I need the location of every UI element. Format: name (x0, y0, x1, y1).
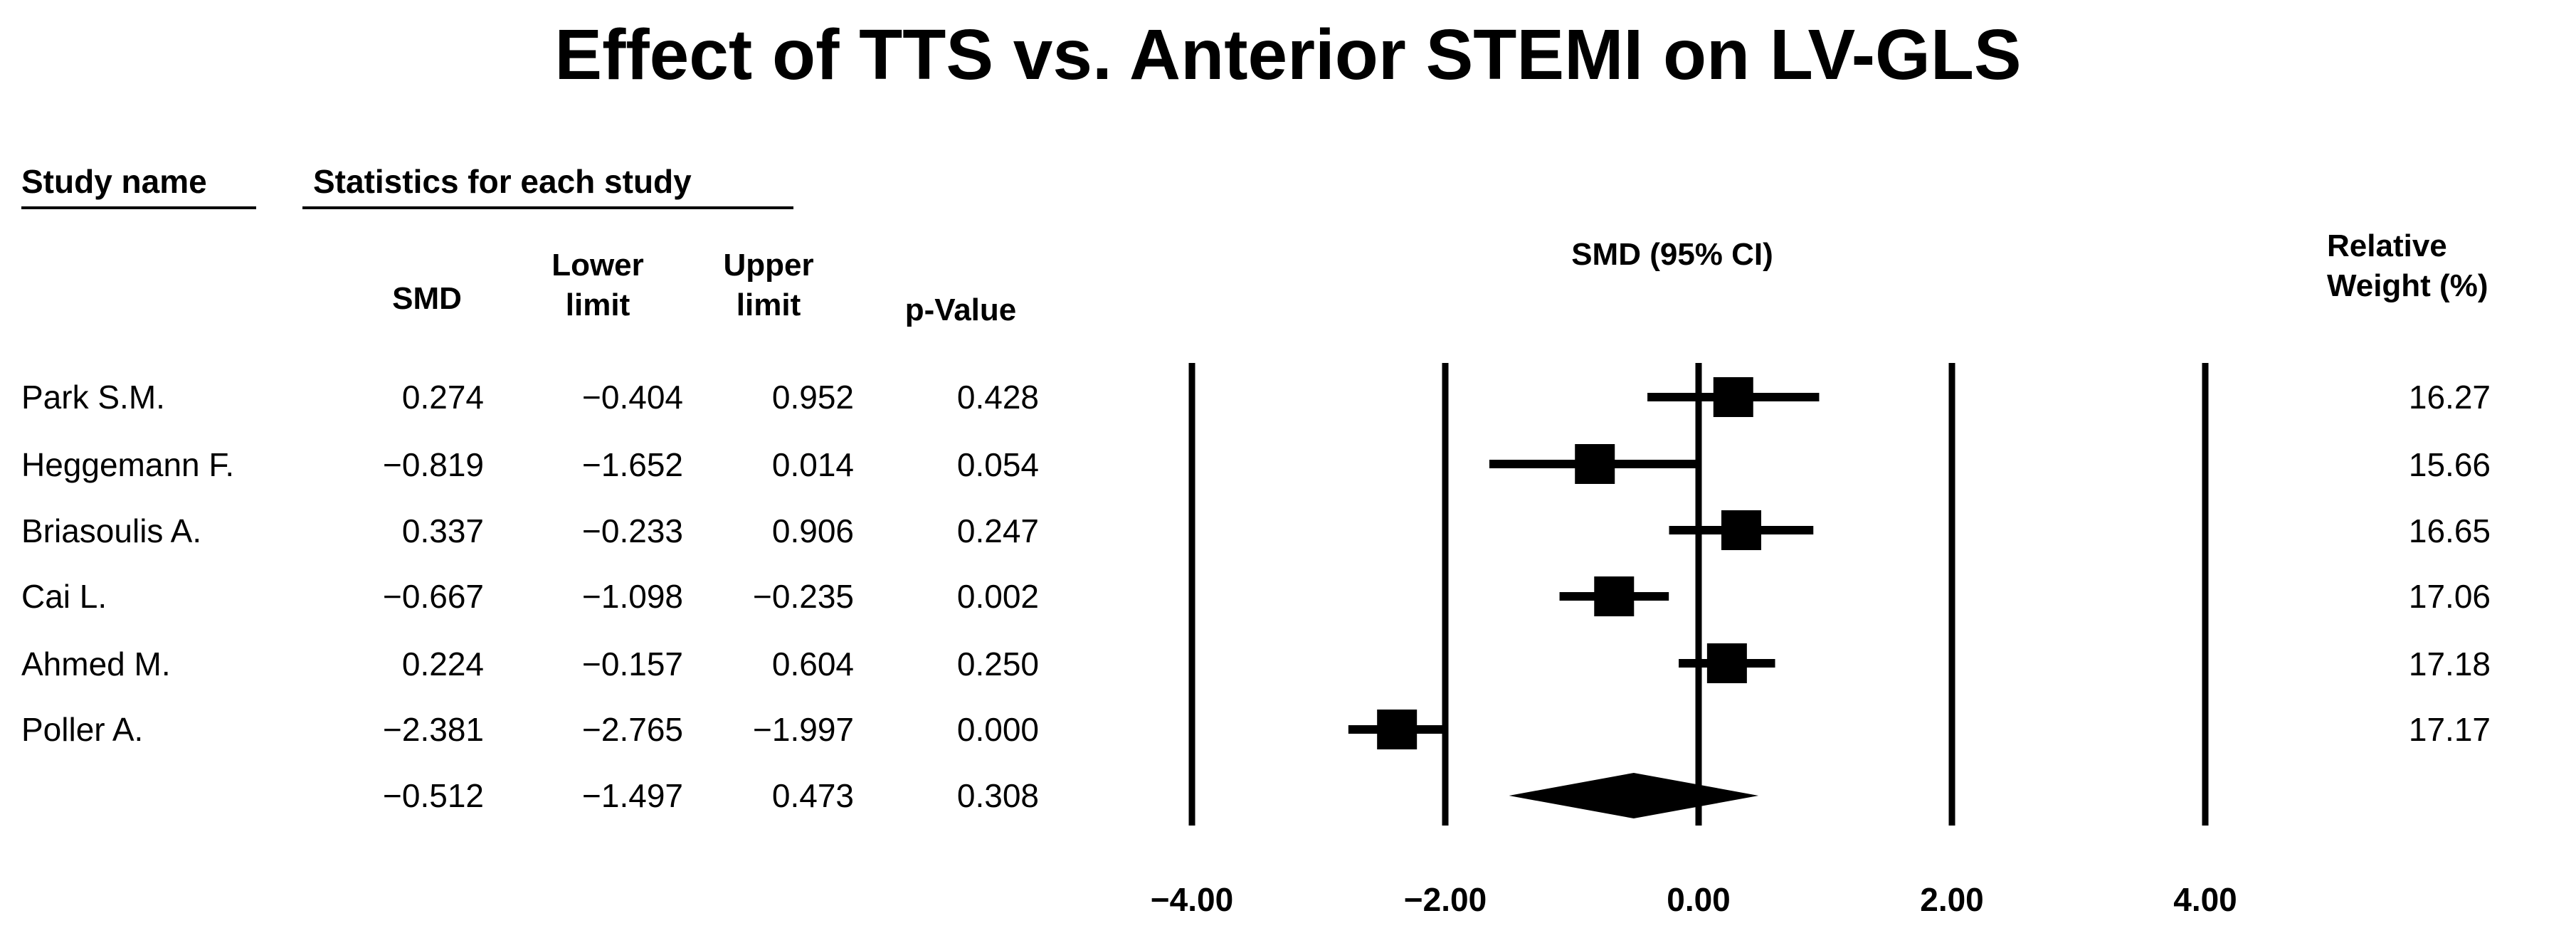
x-tick-label: −4.00 (1151, 881, 1233, 918)
upper-value: 0.014 (771, 446, 854, 483)
upper-value: 0.604 (771, 645, 854, 682)
study-name: Heggemann F. (21, 446, 235, 483)
study-name-underline (21, 206, 256, 209)
pvalue-col-header: p-Value (904, 292, 1017, 327)
smd-value: −0.667 (383, 578, 484, 615)
statistics-underline (302, 206, 793, 209)
weight-value: 17.18 (2408, 645, 2491, 682)
point-estimate-square (1706, 643, 1747, 683)
study-name: Ahmed M. (21, 645, 171, 682)
upper-value: 0.906 (771, 512, 854, 549)
weight-value: 16.65 (2408, 512, 2491, 549)
smd-value: −2.381 (383, 711, 484, 748)
upper-value: 0.952 (771, 379, 854, 416)
lower-value: −1.098 (582, 578, 683, 615)
smd-value: 0.337 (401, 512, 484, 549)
pooled-lower-value: −1.497 (582, 777, 683, 814)
upper-value: −1.997 (753, 711, 854, 748)
study-name-header: Study name (21, 163, 207, 200)
study-name: Briasoulis A. (21, 512, 202, 549)
chart-title: Effect of TTS vs. Anterior STEMI on LV-G… (554, 15, 2022, 95)
x-tick-label: 4.00 (2173, 881, 2237, 918)
lower-value: −0.404 (582, 379, 683, 416)
x-tick-label: 0.00 (1667, 881, 1731, 918)
weight-col-header: Relative Weight (%) (2327, 228, 2488, 303)
smd-value: −0.819 (383, 446, 484, 483)
smd-value: 0.224 (401, 645, 484, 682)
point-estimate-square (1594, 576, 1635, 616)
upper-value: −0.235 (753, 578, 854, 615)
p-value: 0.250 (956, 645, 1039, 682)
weight-value: 15.66 (2408, 446, 2491, 483)
plot-header: SMD (95% CI) (1571, 237, 1773, 272)
pooled-upper-value: 0.473 (771, 777, 854, 814)
p-value: 0.002 (956, 578, 1039, 615)
p-value: 0.247 (956, 512, 1039, 549)
lower-value: −0.233 (582, 512, 683, 549)
pooled-smd-value: −0.512 (383, 777, 484, 814)
point-estimate-square (1575, 444, 1615, 484)
study-name: Poller A. (21, 711, 144, 748)
pooled-p-value: 0.308 (956, 777, 1039, 814)
upper-col-header: Upper limit (723, 248, 814, 322)
study-name: Park S.M. (21, 379, 165, 416)
weight-value: 17.06 (2408, 578, 2491, 615)
point-estimate-square (1713, 377, 1753, 417)
p-value: 0.000 (956, 711, 1039, 748)
p-value: 0.428 (956, 379, 1039, 416)
lower-value: −1.652 (582, 446, 683, 483)
lower-col-header: Lower limit (551, 248, 644, 322)
weight-value: 16.27 (2408, 379, 2491, 416)
smd-col-header: SMD (392, 281, 462, 316)
x-tick-label: 2.00 (1920, 881, 1984, 918)
lower-value: −0.157 (582, 645, 683, 682)
study-name: Cai L. (21, 578, 107, 615)
p-value: 0.054 (956, 446, 1039, 483)
point-estimate-square (1721, 510, 1761, 550)
smd-value: 0.274 (401, 379, 484, 416)
point-estimate-square (1377, 710, 1418, 749)
x-tick-label: −2.00 (1404, 881, 1487, 918)
statistics-header: Statistics for each study (313, 163, 692, 200)
lower-value: −2.765 (582, 711, 683, 748)
pooled-diamond (1509, 773, 1759, 818)
weight-value: 17.17 (2408, 711, 2491, 748)
